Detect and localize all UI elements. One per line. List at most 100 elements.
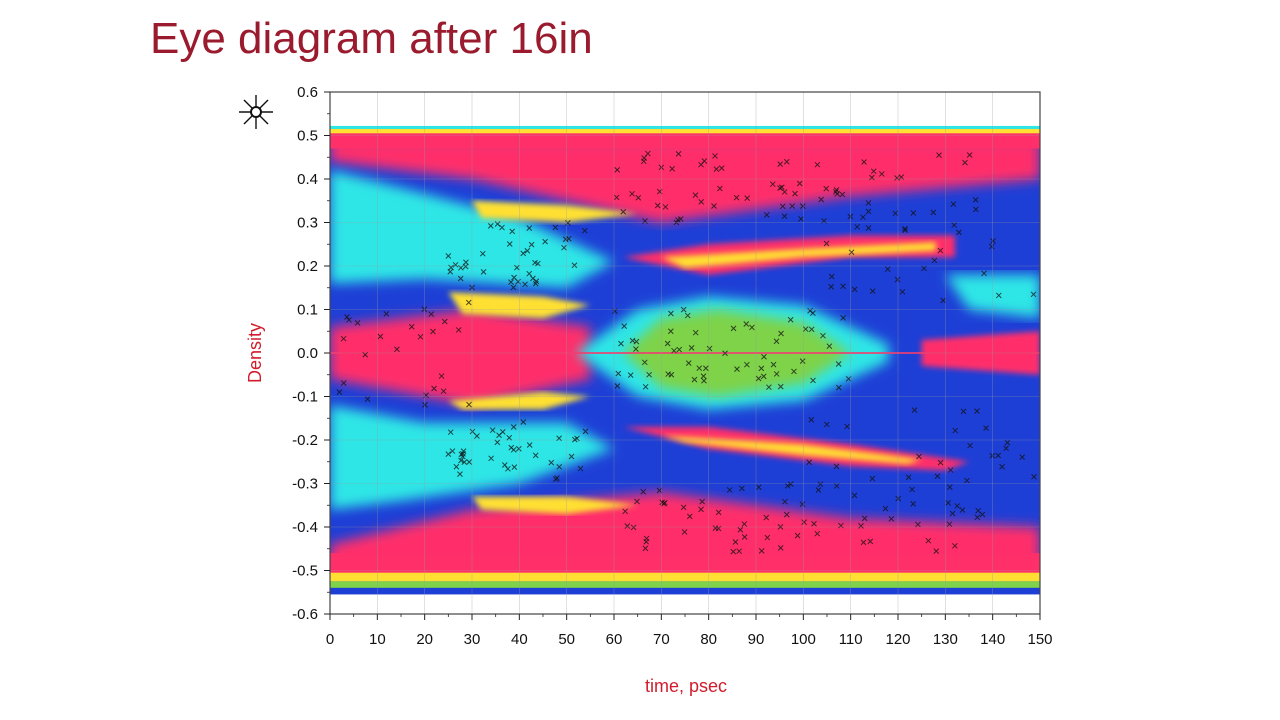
- x-tick-label: 20: [416, 631, 433, 648]
- density-marker: [511, 464, 518, 470]
- density-marker: [520, 419, 527, 425]
- density-marker: [839, 191, 846, 198]
- y-tick-label: -0.2: [292, 432, 318, 449]
- density-marker: [902, 227, 908, 234]
- density-marker: [960, 408, 967, 415]
- density-marker: [438, 373, 445, 379]
- density-marker: [784, 482, 791, 489]
- slide-title: Eye diagram after 16in: [150, 14, 593, 63]
- density-marker: [791, 368, 797, 375]
- density-marker: [633, 346, 639, 352]
- x-tick-label: 150: [1027, 631, 1052, 648]
- x-tick-label: 60: [606, 631, 623, 648]
- x-tick-label: 130: [933, 631, 958, 648]
- density-marker: [828, 283, 835, 290]
- density-marker: [956, 229, 962, 236]
- density-marker: [778, 184, 785, 191]
- density-marker: [458, 457, 464, 464]
- density-marker: [931, 257, 938, 264]
- density-marker: [508, 444, 515, 451]
- density-marker: [743, 321, 750, 327]
- density-marker: [629, 190, 635, 197]
- density-marker: [949, 510, 956, 517]
- density-marker: [692, 329, 699, 336]
- density-marker: [532, 452, 539, 459]
- density-marker: [799, 358, 806, 364]
- density-upper-streak-core: [661, 242, 936, 269]
- density-marker: [882, 505, 889, 512]
- density-marker: [744, 195, 751, 201]
- density-marker: [794, 532, 801, 539]
- density-marker: [641, 155, 648, 161]
- density-marker: [781, 189, 788, 195]
- density-marker: [515, 278, 521, 285]
- density-marker: [806, 459, 813, 466]
- density-marker: [799, 203, 806, 209]
- density-marker: [645, 150, 651, 157]
- y-tick-label: -0.3: [292, 476, 318, 493]
- density-marker: [946, 484, 953, 490]
- density-marker: [833, 463, 840, 470]
- density-marker: [770, 361, 777, 368]
- density-marker: [940, 297, 947, 304]
- density-marker: [571, 262, 578, 269]
- density-markers: [336, 150, 1037, 555]
- density-marker: [972, 197, 979, 203]
- density-marker: [867, 538, 874, 545]
- density-marker: [952, 427, 959, 434]
- density-marker: [937, 247, 944, 254]
- density-marker: [675, 151, 682, 157]
- density-marker: [688, 344, 695, 351]
- x-tick-label: 80: [700, 631, 717, 648]
- density-marker: [581, 227, 588, 234]
- density-marker: [458, 451, 465, 458]
- density-marker: [902, 225, 908, 232]
- density-marker: [661, 500, 667, 507]
- density-marker: [462, 263, 469, 270]
- density-marker: [699, 498, 706, 505]
- density-marker: [736, 548, 743, 555]
- density-marker: [847, 213, 854, 220]
- density-marker: [810, 310, 816, 316]
- density-marker: [664, 340, 671, 347]
- y-axis-label: Density: [245, 323, 265, 383]
- y-tick-label: 0.3: [297, 215, 318, 232]
- density-marker: [630, 524, 637, 531]
- y-tick-label: -0.5: [292, 563, 318, 580]
- density-marker: [937, 459, 944, 466]
- density-marker: [713, 166, 720, 172]
- density-marker: [629, 337, 636, 344]
- density-marker: [835, 361, 842, 367]
- density-marker: [620, 208, 627, 215]
- x-tick-label: 0: [326, 631, 334, 648]
- density-marker: [440, 388, 447, 395]
- density-marker: [383, 311, 390, 317]
- density-marker: [635, 194, 642, 201]
- density-marker: [758, 548, 765, 554]
- density-marker: [508, 279, 514, 285]
- rail-lower-blue: [330, 587, 1040, 595]
- y-tick-label: 0.1: [297, 302, 318, 319]
- density-marker: [818, 196, 825, 203]
- grid-lines: [329, 91, 1041, 615]
- density-marker: [911, 407, 918, 414]
- density-marker: [505, 465, 511, 472]
- density-marker: [526, 270, 533, 277]
- density-marker: [336, 389, 343, 396]
- density-marker: [858, 523, 864, 529]
- density-marker: [706, 345, 713, 352]
- density-marker: [715, 509, 722, 516]
- x-tick-label: 10: [369, 631, 386, 648]
- x-tick-label: 140: [980, 631, 1005, 648]
- density-marker: [501, 462, 508, 468]
- density-marker: [954, 503, 961, 509]
- density-marker: [430, 328, 436, 335]
- density-marker: [910, 210, 917, 216]
- density-marker: [789, 203, 796, 209]
- density-marker: [718, 165, 725, 171]
- density-marker: [726, 487, 733, 493]
- density-marker: [870, 168, 877, 175]
- density-marker: [711, 203, 717, 209]
- density-marker: [524, 247, 531, 254]
- density-marker: [777, 544, 784, 551]
